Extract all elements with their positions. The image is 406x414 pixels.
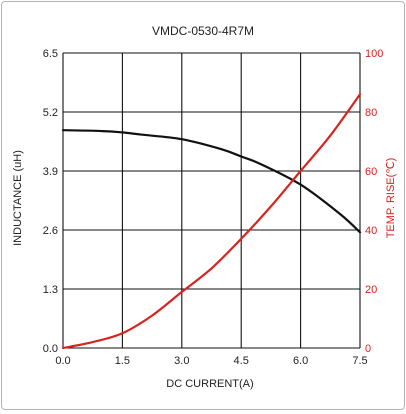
chart-title: VMDC-0530-4R7M <box>152 24 254 38</box>
y-right-tick-label: 0 <box>365 343 371 355</box>
y-right-tick-label: 100 <box>365 48 383 60</box>
inductance-line <box>61 129 362 234</box>
x-tick-label: 0.0 <box>55 355 70 367</box>
y-left-tick-label: 6.5 <box>43 48 58 60</box>
y-right-tick-label: 40 <box>365 225 377 237</box>
x-tick-label: 6.0 <box>293 355 308 367</box>
x-axis-label: DC CURRENT(A) <box>166 378 253 390</box>
y-right-tick-label: 80 <box>365 107 377 119</box>
x-tick-label: 7.5 <box>352 355 367 367</box>
x-tick-label: 3.0 <box>174 355 189 367</box>
y-axis-label-right: TEMP. RISE(℃) <box>385 158 397 239</box>
y-left-tick-label: 1.3 <box>43 284 58 296</box>
x-tick-label: 4.5 <box>234 355 249 367</box>
chart: VMDC-0530-4R7M 0.0 1.5 3.0 4.5 6.0 7.5 0.0 1.3 2… <box>12 24 397 390</box>
tick-labels: 0.0 1.5 3.0 4.5 6.0 7.5 0.0 1.3 2.6 3.9 5.2 6.5 0 20 4… <box>43 48 384 367</box>
y-left-tick-label: 3.9 <box>43 166 58 178</box>
temp-rise-line <box>61 93 362 350</box>
y-axis-label-left: INDUCTANCE (uH) <box>12 150 24 246</box>
y-left-tick-label: 2.6 <box>43 225 58 237</box>
y-left-tick-label: 5.2 <box>43 107 58 119</box>
y-right-tick-label: 60 <box>365 166 377 178</box>
x-tick-label: 1.5 <box>115 355 130 367</box>
series-layer <box>61 93 362 350</box>
y-left-tick-label: 0.0 <box>43 343 58 355</box>
y-right-tick-label: 20 <box>365 284 377 296</box>
grid <box>62 52 361 349</box>
